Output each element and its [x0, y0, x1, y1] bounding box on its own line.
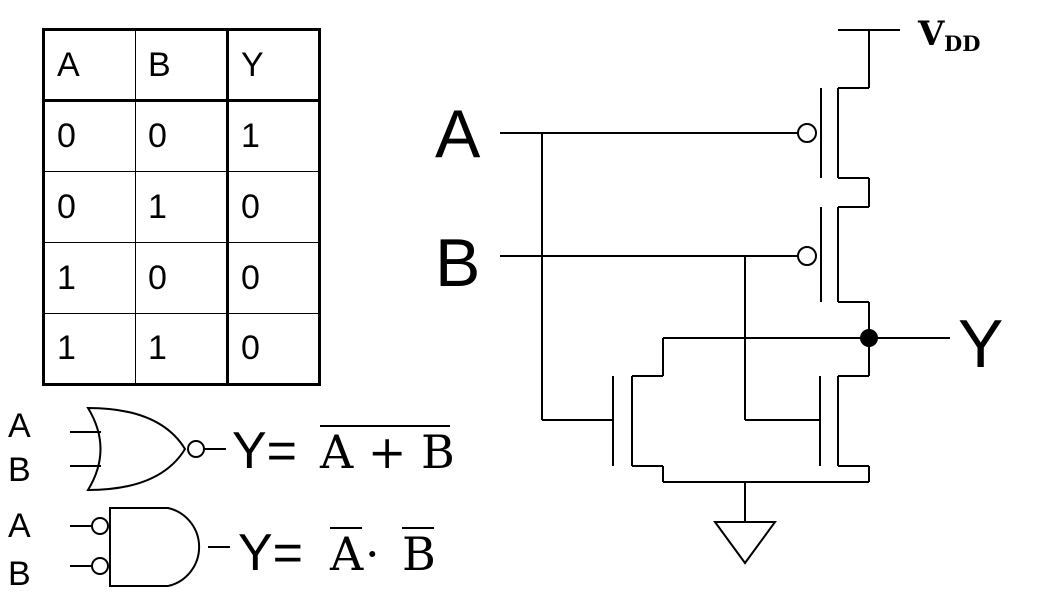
vdd-label: V: [917, 14, 945, 54]
vdd-subscript: DD: [944, 31, 980, 56]
truth-table-cell: 1: [135, 171, 228, 243]
truth-table-cell: 1: [43, 242, 136, 314]
nor-input-a-label: A: [8, 407, 31, 445]
truth-table-header-cell: Y: [226, 29, 320, 102]
truth-table-header-cell: A: [43, 29, 136, 102]
nor-gate-symbol: [70, 406, 226, 492]
nor-equation-rhs: A + B: [319, 425, 455, 479]
pmos-a-bubble: [797, 123, 817, 143]
negated-input-and-gate-symbol: [70, 507, 230, 587]
nand-input-b-label: B: [8, 555, 31, 593]
nand-input-a-label: A: [8, 507, 31, 545]
nand-equation-a: A: [329, 527, 364, 581]
output-node-dot: [860, 329, 878, 347]
nor-input-b-label: B: [8, 451, 31, 489]
truth-table-cell: 1: [226, 100, 320, 172]
nand-equation-lhs: Y=: [238, 524, 303, 582]
truth-table-cell: 0: [226, 171, 320, 243]
truth-table-header-cell: B: [135, 29, 228, 102]
schematic-output-label: Y: [958, 306, 1003, 382]
ground-symbol: [713, 521, 777, 565]
truth-table-cell: 1: [135, 313, 228, 385]
truth-table-cell: 1: [43, 313, 136, 385]
schematic-input-a-label: A: [435, 96, 481, 172]
truth-table-cell: 0: [135, 242, 228, 314]
truth-table-cell: 0: [226, 313, 320, 385]
schematic-input-b-label: B: [435, 225, 480, 301]
pmos-b-bubble: [797, 246, 817, 266]
nor-equation-lhs: Y=: [232, 422, 297, 480]
nand-equation-b: B: [402, 527, 436, 581]
nand-equation-dot: ·: [365, 527, 380, 581]
